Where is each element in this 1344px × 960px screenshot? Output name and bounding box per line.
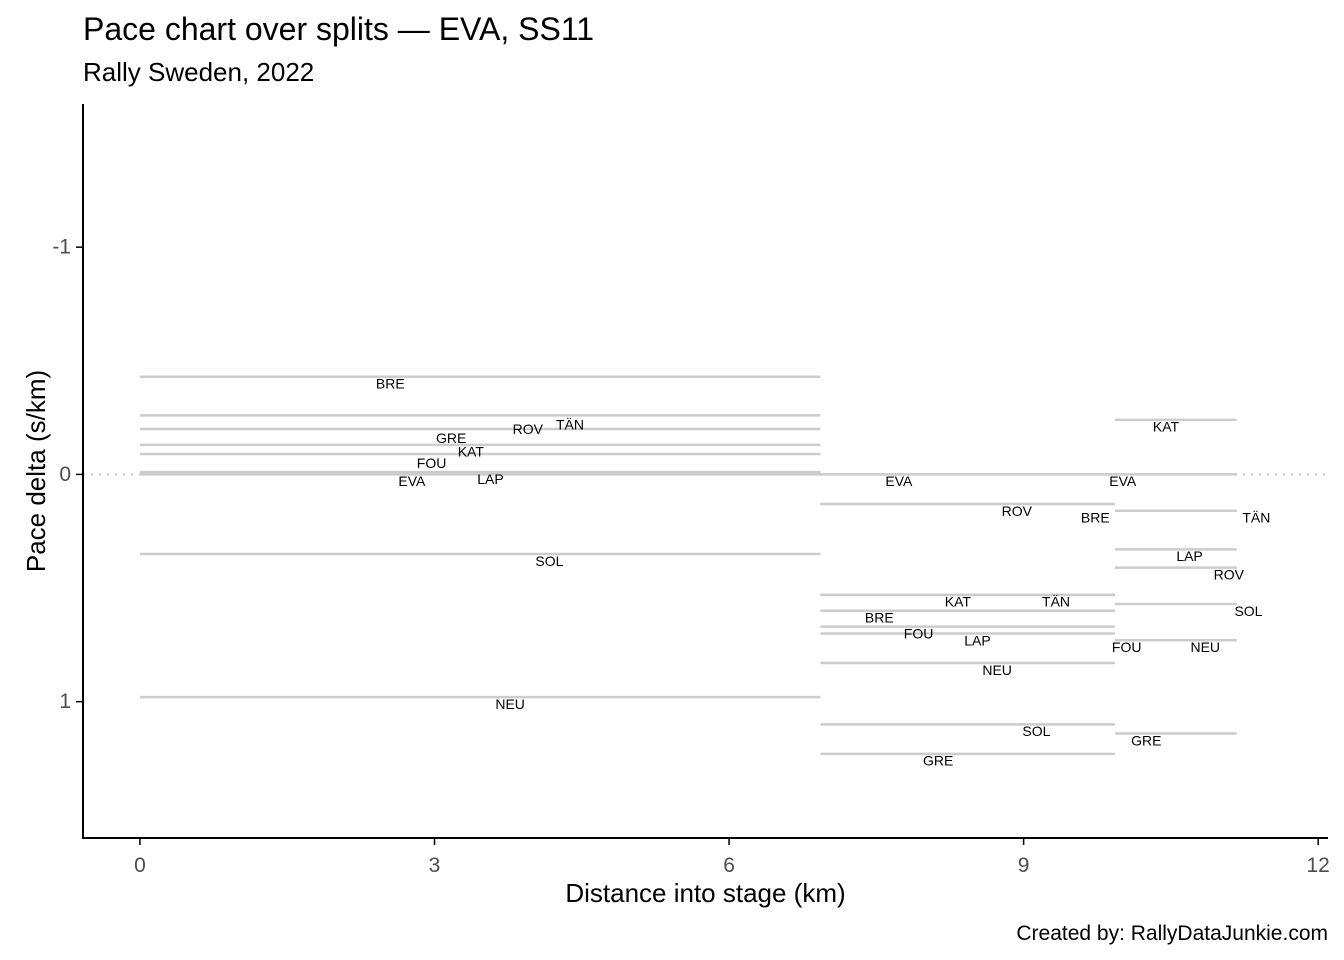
x-tick-label: 6 (723, 854, 735, 877)
driver-label: SOL (1234, 603, 1262, 619)
x-axis-label: Distance into stage (km) (565, 878, 845, 908)
driver-label: EVA (885, 473, 913, 489)
x-axis-ticks: 0 3 6 9 12 (134, 838, 1330, 877)
driver-label: BRE (376, 376, 405, 392)
y-tick-label: 1 (59, 690, 71, 713)
chart-caption: Created by: RallyDataJunkie.com (1016, 922, 1328, 945)
driver-label: NEU (495, 696, 525, 712)
y-axis-label: Pace delta (s/km) (21, 370, 51, 572)
x-tick-label: 3 (429, 854, 441, 877)
driver-label: BRE (865, 610, 894, 626)
driver-label: BRE (1081, 510, 1110, 526)
y-tick-label: -1 (52, 236, 71, 259)
driver-label: TÄN (1242, 510, 1270, 526)
driver-label: KAT (945, 594, 972, 610)
x-tick-label: 0 (134, 854, 146, 877)
x-tick-label: 9 (1018, 854, 1030, 877)
chart-title: Pace chart over splits — EVA, SS11 (83, 11, 595, 47)
y-tick-label: 0 (59, 463, 71, 486)
driver-label: ROV (513, 421, 544, 437)
driver-label: FOU (1112, 639, 1142, 655)
segments-layer (139, 375, 1237, 756)
driver-label: GRE (923, 753, 953, 769)
driver-label: KAT (458, 444, 485, 460)
driver-label: EVA (398, 473, 426, 489)
driver-label: NEU (982, 662, 1012, 678)
driver-label: ROV (1002, 503, 1033, 519)
driver-label: TÄN (1042, 594, 1070, 610)
driver-label: LAP (1176, 548, 1202, 564)
y-axis-ticks: -1 0 1 (52, 236, 83, 713)
driver-label: LAP (964, 632, 990, 648)
driver-label: KAT (1153, 419, 1180, 435)
driver-label: ROV (1214, 566, 1245, 582)
driver-label: EVA (1109, 473, 1137, 489)
x-tick-label: 12 (1307, 854, 1330, 877)
driver-label: LAP (477, 471, 503, 487)
driver-label: FOU (904, 625, 934, 641)
driver-label: SOL (1022, 723, 1050, 739)
chart-subtitle: Rally Sweden, 2022 (83, 57, 315, 87)
driver-label: GRE (436, 430, 466, 446)
driver-label: NEU (1190, 639, 1220, 655)
driver-label: TÄN (556, 416, 584, 432)
driver-label: FOU (417, 455, 447, 471)
driver-label: GRE (1131, 732, 1161, 748)
driver-label: SOL (535, 553, 563, 569)
